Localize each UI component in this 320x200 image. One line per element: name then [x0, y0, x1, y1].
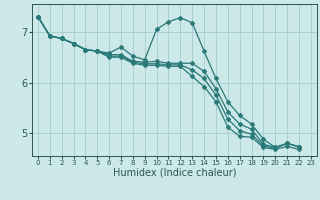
- X-axis label: Humidex (Indice chaleur): Humidex (Indice chaleur): [113, 168, 236, 178]
